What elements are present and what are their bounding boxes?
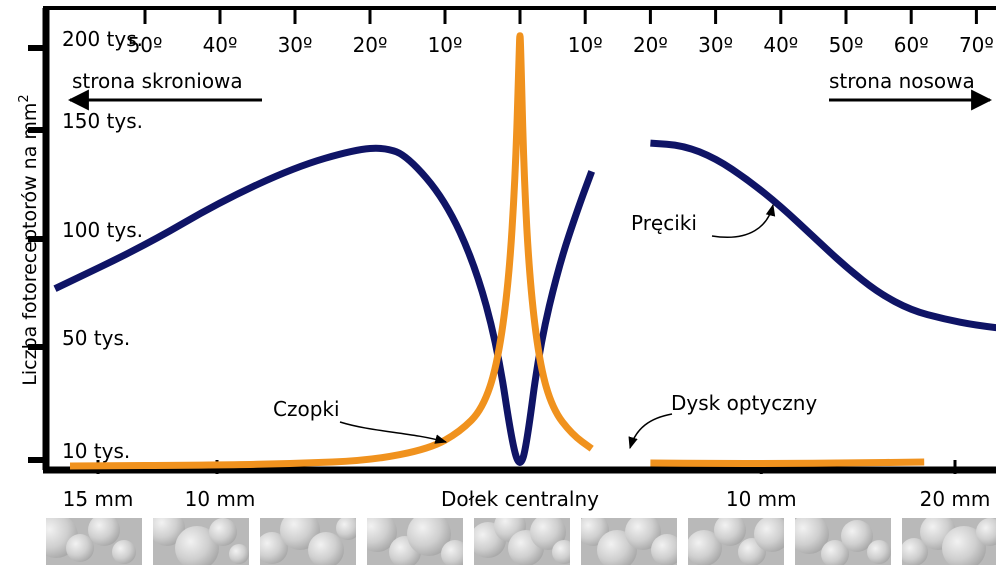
series-group <box>53 32 996 470</box>
cones-annotation-arrow <box>339 421 448 444</box>
y-axis-label: Liczba fotoreceptorów na mm2 <box>17 94 41 385</box>
x-tick-label-1: 10 mm <box>185 487 256 511</box>
thumbnail-cell <box>88 518 120 546</box>
x-tick-label-0: 15 mm <box>63 487 134 511</box>
y-tick-label-4: 10 tys. <box>62 439 130 463</box>
thumbnail-cell <box>754 518 784 552</box>
angle-tick-label-0: 50º <box>128 33 163 57</box>
y-tick-label-3: 50 tys. <box>62 326 130 350</box>
thumbnail-cell <box>441 540 463 565</box>
thumbnail-cell <box>552 540 570 564</box>
thumbnail-cell <box>112 540 136 564</box>
cones-annotation: Czopki <box>273 397 340 421</box>
angle-tick-label-4: 10º <box>428 33 463 57</box>
cones-line-1 <box>650 458 925 467</box>
thumbnail-cell <box>209 518 237 546</box>
y-tick-label-2: 100 tys. <box>62 218 143 242</box>
nasal-side-label: strona nosowa <box>829 69 975 93</box>
angle-tick-label-3: 20º <box>353 33 388 57</box>
thumbnail-3 <box>367 518 463 565</box>
thumbnail-7 <box>795 518 891 565</box>
thumbnail-0 <box>46 518 142 565</box>
thumbnail-cell <box>308 532 344 565</box>
thumbnail-cell <box>867 540 891 564</box>
angle-ticks: 50º 40º 30º 20º 10º 10º 20º 30º 40º 50º 60º 70º <box>128 8 994 57</box>
thumbnail-cell <box>651 534 677 565</box>
x-tick-label-3: 10 mm <box>726 487 797 511</box>
temporal-side-label: strona skroniowa <box>72 69 243 93</box>
y-ticks: 200 tys. 150 tys. 100 tys. 50 tys. 10 tys. <box>28 27 143 463</box>
thumbnail-2 <box>260 518 356 565</box>
photoreceptor-thumbnails <box>46 518 996 565</box>
rods-line-0 <box>53 144 595 466</box>
angle-tick-label-10: 60º <box>894 33 929 57</box>
thumbnail-cell <box>976 518 996 546</box>
x-tick-label-2: Dołek centralny <box>441 487 599 511</box>
cones-line-0 <box>69 32 594 470</box>
thumbnail-5 <box>581 518 677 565</box>
angle-tick-label-11: 70º <box>959 33 994 57</box>
thumbnail-8 <box>902 518 996 565</box>
thumbnail-cell <box>714 518 746 546</box>
x-ticks: 15 mm 10 mm Dołek centralny 10 mm 20 mm <box>63 460 991 511</box>
thumbnail-cell <box>336 518 356 540</box>
angle-tick-label-6: 20º <box>633 33 668 57</box>
angle-tick-label-2: 30º <box>278 33 313 57</box>
angle-tick-label-1: 40º <box>203 33 238 57</box>
angle-tick-label-5: 10º <box>568 33 603 57</box>
angle-tick-label-8: 40º <box>763 33 798 57</box>
thumbnail-cell <box>229 544 249 564</box>
optic-disc-annotation: Dysk optyczny <box>671 391 817 415</box>
y-tick-label-0: 200 tys. <box>62 27 143 51</box>
x-tick-label-4: 20 mm <box>920 487 991 511</box>
y-tick-label-1: 150 tys. <box>62 109 143 133</box>
angle-tick-label-7: 30º <box>698 33 733 57</box>
optic-disc-annotation-arrow <box>628 413 673 450</box>
rods-line-1 <box>650 139 996 332</box>
thumbnail-4 <box>474 518 570 565</box>
rods-annotation: Pręciki <box>631 211 697 235</box>
angle-tick-label-9: 50º <box>829 33 864 57</box>
rods-annotation-arrow <box>711 203 776 238</box>
thumbnail-6 <box>688 518 784 565</box>
thumbnail-cell <box>66 534 94 562</box>
thumbnail-1 <box>153 518 249 565</box>
